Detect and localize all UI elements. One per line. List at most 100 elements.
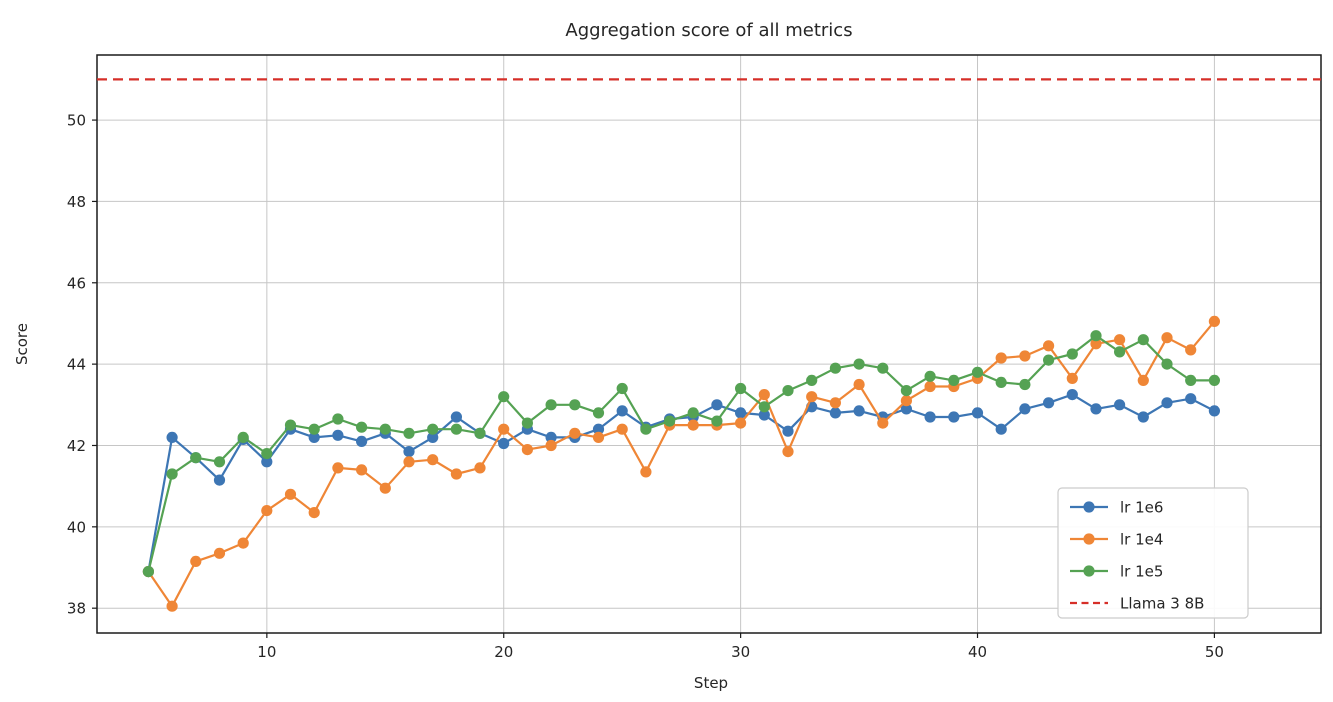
data-point-marker: [853, 405, 865, 417]
series-line: [147, 393, 1215, 572]
data-point-marker: [498, 391, 510, 403]
data-point-marker: [1161, 332, 1173, 344]
data-point-marker: [1185, 344, 1197, 356]
plot-border: [96, 54, 1322, 634]
data-point-marker: [900, 385, 913, 397]
data-point-marker: [995, 376, 1007, 388]
series-lr-1e4: [142, 315, 1220, 612]
series-line: [147, 320, 1216, 608]
data-point-marker: [1043, 354, 1055, 366]
data-point-marker: [450, 468, 462, 480]
data-point-marker: [427, 423, 439, 435]
legend-entry: lr 1e5: [1070, 563, 1163, 581]
x-tick-label: 10: [257, 643, 276, 661]
data-point-marker: [403, 427, 415, 439]
data-point-marker: [853, 378, 865, 391]
data-point-marker: [403, 456, 415, 468]
data-point-marker: [498, 423, 510, 435]
data-point-marker: [758, 401, 770, 413]
data-point-marker: [450, 411, 462, 423]
y-tick-label: 38: [67, 600, 86, 618]
data-point-marker: [1114, 399, 1126, 411]
data-point-marker: [592, 423, 605, 435]
data-point-marker: [545, 399, 557, 411]
data-point-marker: [782, 446, 794, 458]
data-point-marker: [521, 444, 534, 456]
data-point-marker: [877, 362, 889, 374]
x-tick-label: 20: [494, 643, 513, 661]
data-point-marker: [356, 464, 368, 476]
data-point-marker: [735, 407, 747, 419]
data-point-marker: [545, 439, 557, 452]
legend-label: Llama 3 8B: [1120, 595, 1204, 613]
data-point-marker: [948, 374, 960, 386]
data-point-marker: [829, 397, 842, 409]
data-point-marker: [806, 391, 818, 403]
data-point-marker: [924, 411, 936, 423]
data-point-marker: [213, 547, 226, 559]
y-axis-label: Score: [13, 323, 31, 365]
data-point-marker: [332, 413, 344, 425]
data-point-marker: [1185, 374, 1197, 386]
data-point-marker: [616, 423, 628, 435]
data-point-marker: [284, 488, 297, 500]
series-line: [147, 334, 1215, 572]
data-point-marker: [1161, 358, 1173, 370]
data-series-layer: [142, 315, 1220, 612]
data-point-marker: [261, 448, 273, 460]
data-point-marker: [995, 352, 1007, 364]
data-point-marker: [806, 374, 818, 386]
data-point-marker: [403, 446, 415, 458]
data-point-marker: [237, 431, 249, 443]
data-point-marker: [1043, 397, 1055, 409]
legend: lr 1e6 lr 1e4 lr 1e5 Llama 3 8B: [1057, 487, 1249, 619]
data-point-marker: [1185, 393, 1197, 405]
data-point-marker: [1066, 372, 1078, 384]
data-point-marker: [592, 431, 605, 443]
data-point-marker: [782, 385, 794, 397]
data-point-marker: [261, 456, 273, 468]
legend-entry: Llama 3 8B: [1070, 595, 1204, 613]
data-point-marker: [379, 482, 391, 494]
data-point-marker: [995, 423, 1007, 435]
data-point-marker: [1019, 378, 1031, 391]
legend-marker-swatch: [1083, 501, 1095, 513]
data-point-marker: [687, 419, 699, 431]
data-point-marker: [190, 555, 202, 568]
plot-frame: [96, 54, 1322, 634]
data-point-marker: [284, 419, 297, 431]
legend-box: [1057, 487, 1249, 619]
legend-entry: lr 1e4: [1070, 531, 1163, 549]
data-point-marker: [616, 405, 628, 417]
data-point-marker: [1090, 403, 1102, 415]
data-point-marker: [1137, 411, 1149, 423]
data-point-marker: [427, 431, 439, 443]
data-point-marker: [900, 395, 913, 407]
data-point-marker: [332, 462, 344, 474]
y-tick-label: 48: [67, 193, 86, 211]
y-tick-label: 46: [67, 274, 86, 292]
data-point-marker: [735, 382, 747, 395]
data-point-marker: [711, 415, 723, 427]
data-point-marker: [877, 417, 889, 429]
data-point-marker: [213, 474, 226, 486]
data-point-marker: [829, 362, 842, 374]
data-point-marker: [474, 462, 486, 474]
y-tick-label: 50: [67, 112, 86, 130]
data-point-marker: [521, 417, 534, 429]
data-point-marker: [1208, 315, 1220, 327]
data-point-marker: [379, 423, 391, 435]
axis-ticks: 10 20 30 40 50 38 40 42 44 46 48 50: [67, 112, 1224, 661]
x-tick-label: 40: [968, 643, 987, 661]
data-point-marker: [782, 425, 794, 437]
data-point-marker: [829, 407, 842, 419]
legend-marker-swatch: [1083, 533, 1095, 545]
data-point-marker: [308, 423, 320, 435]
x-tick-label: 30: [731, 643, 750, 661]
y-tick-label: 40: [67, 518, 86, 536]
legend-label: lr 1e5: [1120, 563, 1163, 581]
data-point-marker: [569, 399, 581, 411]
data-point-marker: [1114, 334, 1126, 346]
chart-title: Aggregation score of all metrics: [565, 20, 852, 41]
